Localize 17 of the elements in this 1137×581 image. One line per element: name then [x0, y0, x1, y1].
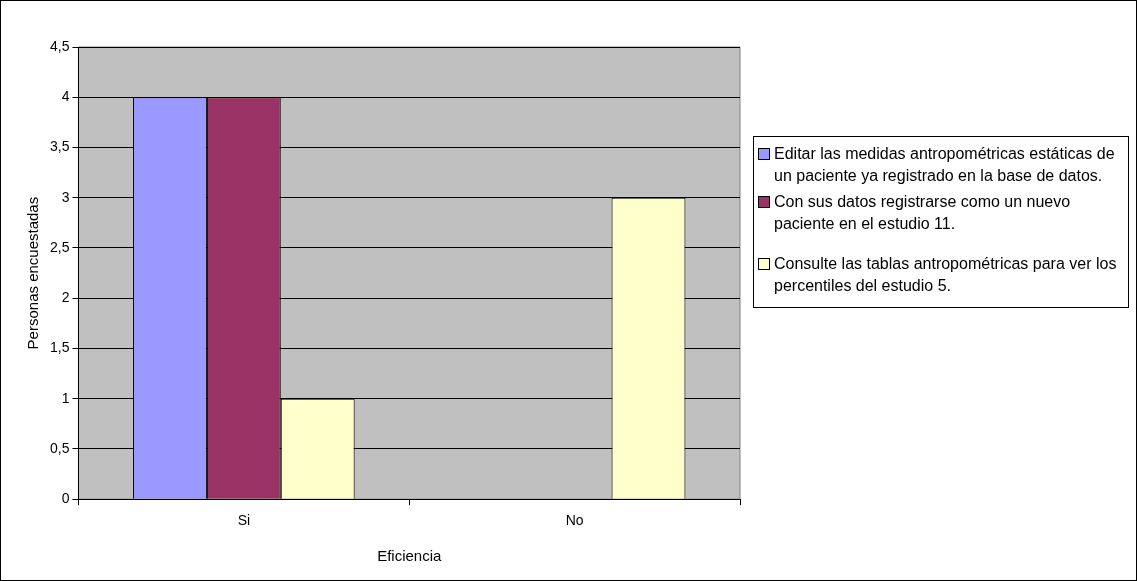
legend-label: Consulte las tablas antropométricas para ver los percentiles del estudio 5. — [774, 254, 1118, 296]
y-tick-label: 1 — [61, 389, 70, 406]
y-tick-label: 4,5 — [49, 37, 70, 54]
x-axis-title: Eficiencia — [377, 547, 442, 565]
y-tick-label: 4 — [61, 88, 70, 105]
y-tick-label: 3 — [61, 188, 70, 205]
y-tick-label: 0 — [61, 490, 70, 507]
y-tick-label: 0,5 — [49, 439, 70, 456]
y-tick-label: 2,5 — [49, 238, 70, 255]
y-tick-label: 2 — [61, 289, 70, 306]
y-axis-title: Personas encuestadas — [24, 196, 42, 350]
x-tick-label: No — [565, 512, 584, 529]
y-tick-label: 1,5 — [49, 339, 70, 356]
legend-label: Con sus datos registrarse como un nuevo paciente en el estudio 11. — [774, 192, 1072, 234]
legend-label: Editar las medidas antropométricas estáticas de un paciente ya registrado en la base de datos. — [774, 144, 1116, 186]
y-tick-label: 3,5 — [49, 138, 70, 155]
x-tick-label: Si — [237, 512, 251, 529]
